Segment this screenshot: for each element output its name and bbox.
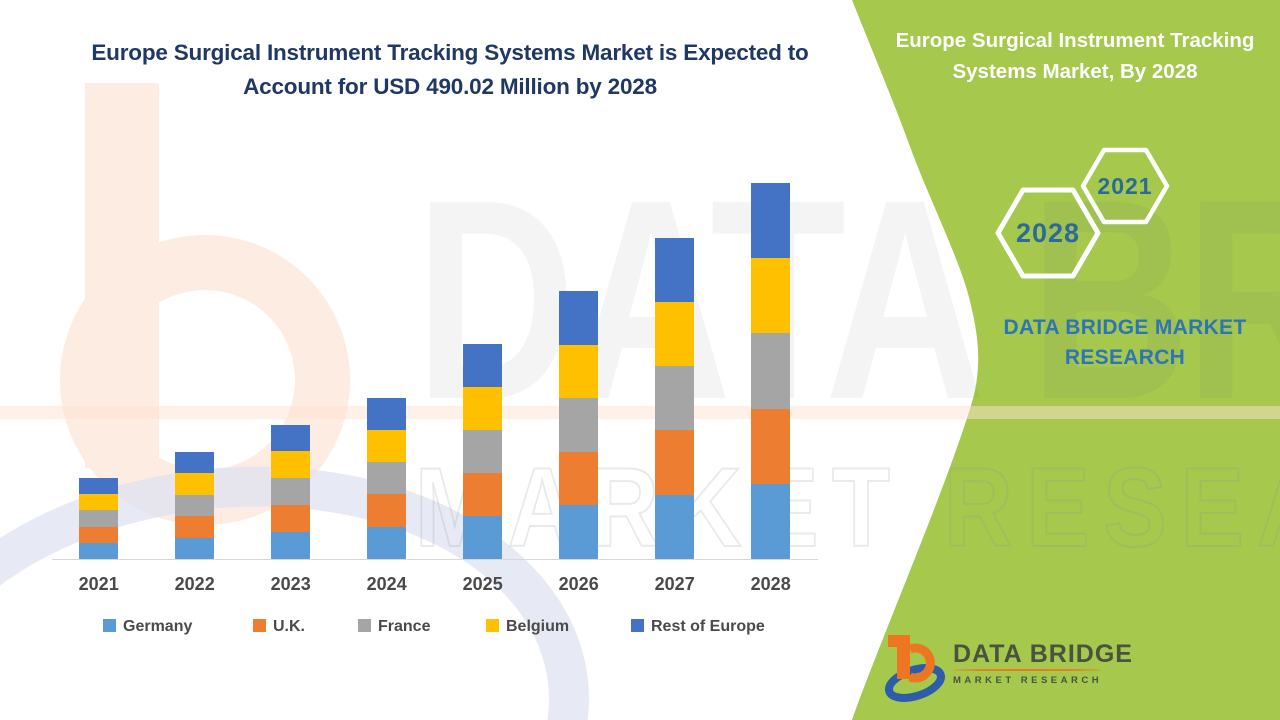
footer-logo-underline (953, 669, 1101, 671)
legend-label-Rest of Europe: Rest of Europe (651, 618, 765, 635)
bar-2021 (79, 478, 119, 559)
bar-segment-2023-France (271, 478, 311, 506)
chart-headline: Europe Surgical Instrument Tracking Syst… (60, 36, 840, 104)
footer-logo-brand: DATA BRIDGE (953, 640, 1133, 668)
legend-label-U.K.: U.K. (273, 618, 305, 635)
bar-segment-2024-Germany (367, 526, 407, 559)
bar-segment-2021-Rest of Europe (79, 478, 119, 495)
side-panel-title-line1: Europe Surgical Instrument Tracking (895, 29, 1255, 52)
hexagon-badges: 2021 2028 (995, 147, 1170, 279)
legend-label-Belgium: Belgium (506, 618, 570, 635)
side-panel-title-line2: Systems Market, By 2028 (952, 60, 1198, 83)
legend-item-U.K.: U.K. (253, 618, 305, 636)
bar-segment-2021-U.K. (79, 526, 119, 543)
legend-item-France: France (358, 618, 430, 636)
bar-2025 (463, 344, 503, 559)
bar-segment-2027-U.K. (655, 430, 695, 495)
chart-plot (52, 169, 818, 560)
footer-logo-subtitle: MARKET RESEARCH (953, 675, 1103, 686)
legend-swatch-France (358, 619, 371, 632)
legend-swatch-Rest of Europe (631, 619, 644, 632)
bar-segment-2026-Belgium (559, 344, 599, 399)
bar-segment-2027-France (655, 366, 695, 431)
x-axis-label-2021: 2021 (78, 574, 119, 594)
chart-headline-line2: Account for USD 490.02 Million by 2028 (243, 74, 657, 99)
brand-name-line1: DATA BRIDGE MARKET (1003, 316, 1247, 339)
bar-segment-2022-France (175, 494, 215, 516)
hexagon-2028 (995, 187, 1101, 279)
bar-segment-2025-Germany (463, 516, 503, 559)
legend-item-Rest of Europe: Rest of Europe (631, 618, 765, 636)
hexagon-2021 (1080, 147, 1170, 225)
legend-label-Germany: Germany (123, 618, 193, 635)
bar-segment-2026-U.K. (559, 451, 599, 506)
bar-segment-2027-Germany (655, 494, 695, 559)
chart-legend: Germany U.K. France Belgium Rest of Europe (52, 618, 818, 640)
legend-item-Germany: Germany (103, 618, 192, 636)
bar-2024 (367, 397, 407, 559)
bar-segment-2025-Belgium (463, 387, 503, 430)
bar-segment-2028-U.K. (751, 408, 791, 484)
bar-2027 (655, 237, 695, 559)
x-axis: 2021 2022 2023 2024 2025 2026 2027 2028 (52, 574, 818, 598)
bar-segment-2022-Rest of Europe (175, 451, 215, 473)
x-axis-label-2026: 2026 (558, 574, 599, 594)
hexagon-2021-label: 2021 (1097, 173, 1152, 199)
bar-segment-2021-Germany (79, 542, 119, 559)
bar-segment-2028-Rest of Europe (751, 183, 791, 259)
x-axis-label-2023: 2023 (270, 574, 311, 594)
bar-segment-2024-Belgium (367, 429, 407, 463)
hexagon-2028-label: 2028 (1016, 218, 1080, 248)
bar-segment-2027-Rest of Europe (655, 237, 695, 302)
x-axis-label-2025: 2025 (462, 574, 503, 594)
bar-2028 (751, 183, 791, 559)
brand-name-line2: RESEARCH (1064, 346, 1186, 369)
bar-2026 (559, 291, 599, 559)
bar-segment-2028-Germany (751, 483, 791, 559)
footer-logo-textblock: DATA BRIDGE MARKET RESEARCH (953, 641, 1133, 686)
bar-segment-2022-Belgium (175, 473, 215, 495)
bar-segment-2025-France (463, 430, 503, 473)
chart-headline-line1: Europe Surgical Instrument Tracking Syst… (91, 40, 809, 65)
bar-2022 (175, 451, 215, 559)
legend-swatch-Belgium (486, 619, 499, 632)
bar-2023 (271, 424, 311, 559)
bar-segment-2025-U.K. (463, 473, 503, 516)
bar-segment-2024-Rest of Europe (367, 397, 407, 430)
legend-item-Belgium: Belgium (486, 618, 569, 636)
bar-segment-2025-Rest of Europe (463, 344, 503, 387)
bar-segment-2022-Germany (175, 537, 215, 559)
bar-segment-2021-Belgium (79, 494, 119, 511)
legend-label-France: France (378, 618, 431, 635)
footer-logo: DATA BRIDGE MARKET RESEARCH (883, 633, 1133, 703)
bar-segment-2022-U.K. (175, 516, 215, 538)
bar-segment-2023-Germany (271, 532, 311, 559)
data-bridge-logo-icon (885, 635, 945, 702)
x-axis-label-2027: 2027 (654, 574, 695, 594)
bar-segment-2026-Germany (559, 505, 599, 559)
bar-segment-2028-France (751, 333, 791, 409)
bar-segment-2027-Belgium (655, 301, 695, 367)
bar-segment-2024-U.K. (367, 494, 407, 527)
bar-segment-2026-Rest of Europe (559, 291, 599, 345)
bar-segment-2021-France (79, 510, 119, 527)
brand-name-text: DATA BRIDGE MARKET RESEARCH (955, 313, 1280, 373)
x-axis-label-2028: 2028 (750, 574, 791, 594)
bar-segment-2024-France (367, 462, 407, 495)
side-panel-title: Europe Surgical Instrument Tracking Syst… (880, 25, 1270, 87)
bar-segment-2023-Rest of Europe (271, 424, 311, 452)
x-axis-label-2022: 2022 (174, 574, 215, 594)
bar-segment-2023-Belgium (271, 451, 311, 479)
legend-swatch-Germany (103, 619, 116, 632)
bar-segment-2026-France (559, 398, 599, 452)
x-axis-label-2024: 2024 (366, 574, 407, 594)
legend-swatch-U.K. (253, 619, 266, 632)
bar-segment-2028-Belgium (751, 258, 791, 334)
bar-segment-2023-U.K. (271, 505, 311, 533)
